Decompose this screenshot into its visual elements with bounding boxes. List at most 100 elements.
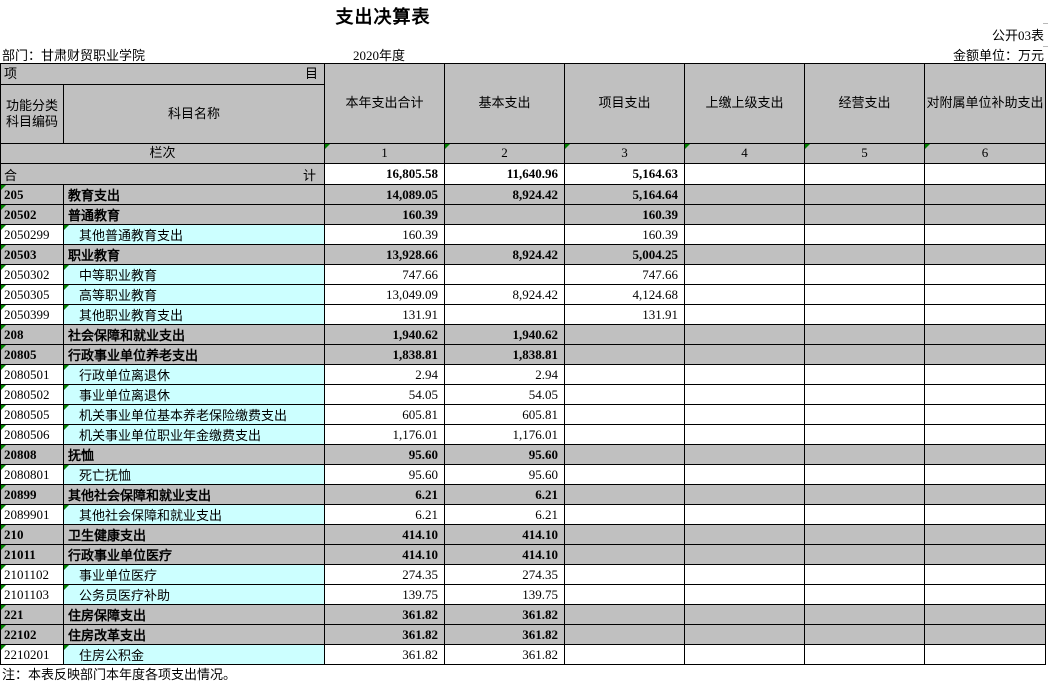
cell-value — [924, 204, 1046, 225]
error-indicator-icon — [1, 645, 6, 650]
error-indicator-icon — [1, 205, 6, 210]
error-indicator-icon — [64, 585, 69, 590]
cell-value — [924, 364, 1046, 385]
cell-name: 社会保障和就业支出 — [63, 324, 325, 345]
table-row: 2080505 机关事业单位基本养老保险缴费支出 605.81 605.81 — [0, 404, 1046, 425]
cell-value: 160.39 — [564, 204, 685, 225]
table-row-total: 合计 16,805.58 11,640.96 5,164.63 — [0, 163, 1046, 185]
cell-value — [804, 404, 925, 425]
table-row: 210 卫生健康支出 414.10 414.10 — [0, 524, 1046, 545]
cell-value — [924, 344, 1046, 365]
cell-name: 卫生健康支出 — [63, 524, 325, 545]
cell-value — [924, 284, 1046, 305]
cell-code: 2080501 — [0, 364, 64, 385]
cell-value — [684, 304, 805, 325]
header-col-number: 6 — [924, 143, 1046, 164]
cell-name: 高等职业教育 — [63, 284, 325, 305]
cell-value — [564, 384, 685, 405]
cell-value: 160.39 — [564, 224, 685, 245]
table-row: 2080501 行政单位离退休 2.94 2.94 — [0, 364, 1046, 385]
cell-value — [444, 304, 565, 325]
cell-value — [684, 644, 805, 665]
error-indicator-icon — [685, 144, 690, 149]
table-row: 205 教育支出 14,089.05 8,924.42 5,164.64 — [0, 184, 1046, 205]
error-indicator-icon — [64, 305, 69, 310]
cell-value — [924, 444, 1046, 465]
cell-value: 4,124.68 — [564, 284, 685, 305]
cell-value — [804, 424, 925, 445]
cell-value — [804, 163, 925, 185]
cell-value — [684, 564, 805, 585]
header-col-subsidy: 对附属单位补助支出 — [924, 63, 1046, 144]
cell-value — [684, 424, 805, 445]
table-row: 20502 普通教育 160.39 160.39 — [0, 204, 1046, 225]
cell-value: 361.82 — [444, 624, 565, 645]
cell-value — [804, 204, 925, 225]
cell-name: 住房改革支出 — [63, 624, 325, 645]
cell-value: 8,924.42 — [444, 184, 565, 205]
cell-code: 21011 — [0, 544, 64, 565]
error-indicator-icon — [1, 225, 6, 230]
cell-name: 教育支出 — [63, 184, 325, 205]
cell-value: 1,838.81 — [444, 344, 565, 365]
cell-value — [804, 244, 925, 265]
error-indicator-icon — [1, 545, 6, 550]
cell-value — [804, 504, 925, 525]
cell-value — [804, 304, 925, 325]
cell-value — [564, 644, 685, 665]
cell-value — [804, 484, 925, 505]
cell-value: 5,004.25 — [564, 244, 685, 265]
cell-value — [804, 624, 925, 645]
cell-code: 2050302 — [0, 264, 64, 285]
cell-value — [684, 604, 805, 625]
error-indicator-icon — [64, 265, 69, 270]
cell-value: 1,838.81 — [324, 344, 445, 365]
error-indicator-icon — [64, 365, 69, 370]
error-indicator-icon — [1, 525, 6, 530]
header-col-number: 1 — [324, 143, 445, 164]
header-item-right: 目 — [304, 65, 318, 81]
header-col-name: 科目名称 — [63, 84, 325, 144]
error-indicator-icon — [64, 645, 69, 650]
cell-value — [924, 564, 1046, 585]
cell-value — [924, 244, 1046, 265]
cell-value: 1,940.62 — [324, 324, 445, 345]
header-column-number-row: 栏次 1 2 3 4 5 6 — [0, 143, 1046, 164]
error-indicator-icon — [1, 605, 6, 610]
header-col-number: 3 — [564, 143, 685, 164]
table-row: 2080506 机关事业单位职业年金缴费支出 1,176.01 1,176.01 — [0, 424, 1046, 445]
page-title: 支出决算表 — [335, 7, 431, 27]
cell-value — [804, 464, 925, 485]
error-indicator-icon — [1, 325, 6, 330]
cell-value: 361.82 — [324, 624, 445, 645]
table-row: 2050399 其他职业教育支出 131.91 131.91 — [0, 304, 1046, 325]
table-row: 2050305 高等职业教育 13,049.09 8,924.42 4,124.68 — [0, 284, 1046, 305]
error-indicator-icon — [1, 445, 6, 450]
header-lanci-cell: 栏次 — [0, 143, 325, 164]
cell-value — [564, 484, 685, 505]
cell-value — [684, 524, 805, 545]
error-indicator-icon — [64, 425, 69, 430]
header-col-number: 5 — [804, 143, 925, 164]
cell-value — [804, 364, 925, 385]
error-indicator-icon — [1, 245, 6, 250]
error-indicator-icon — [1, 405, 6, 410]
cell-value — [564, 564, 685, 585]
cell-value — [564, 444, 685, 465]
error-indicator-icon — [64, 505, 69, 510]
expenditure-table: 项 目 本年支出合计 基本支出 项目支出 上缴上级支出 经营支出 对附属单位补助… — [0, 63, 1046, 665]
header-item-row: 项 目 本年支出合计 基本支出 项目支出 上缴上级支出 经营支出 对附属单位补助… — [0, 63, 1046, 144]
cell-value — [684, 504, 805, 525]
cell-value: 11,640.96 — [444, 163, 565, 185]
cell-value — [924, 184, 1046, 205]
cell-value — [684, 163, 805, 185]
error-indicator-icon — [1, 425, 6, 430]
cell-value: 131.91 — [564, 304, 685, 325]
cell-value — [684, 244, 805, 265]
cell-code: 2080506 — [0, 424, 64, 445]
cell-name: 中等职业教育 — [63, 264, 325, 285]
error-indicator-icon — [1, 485, 6, 490]
error-indicator-icon — [1, 585, 6, 590]
cell-value — [924, 604, 1046, 625]
